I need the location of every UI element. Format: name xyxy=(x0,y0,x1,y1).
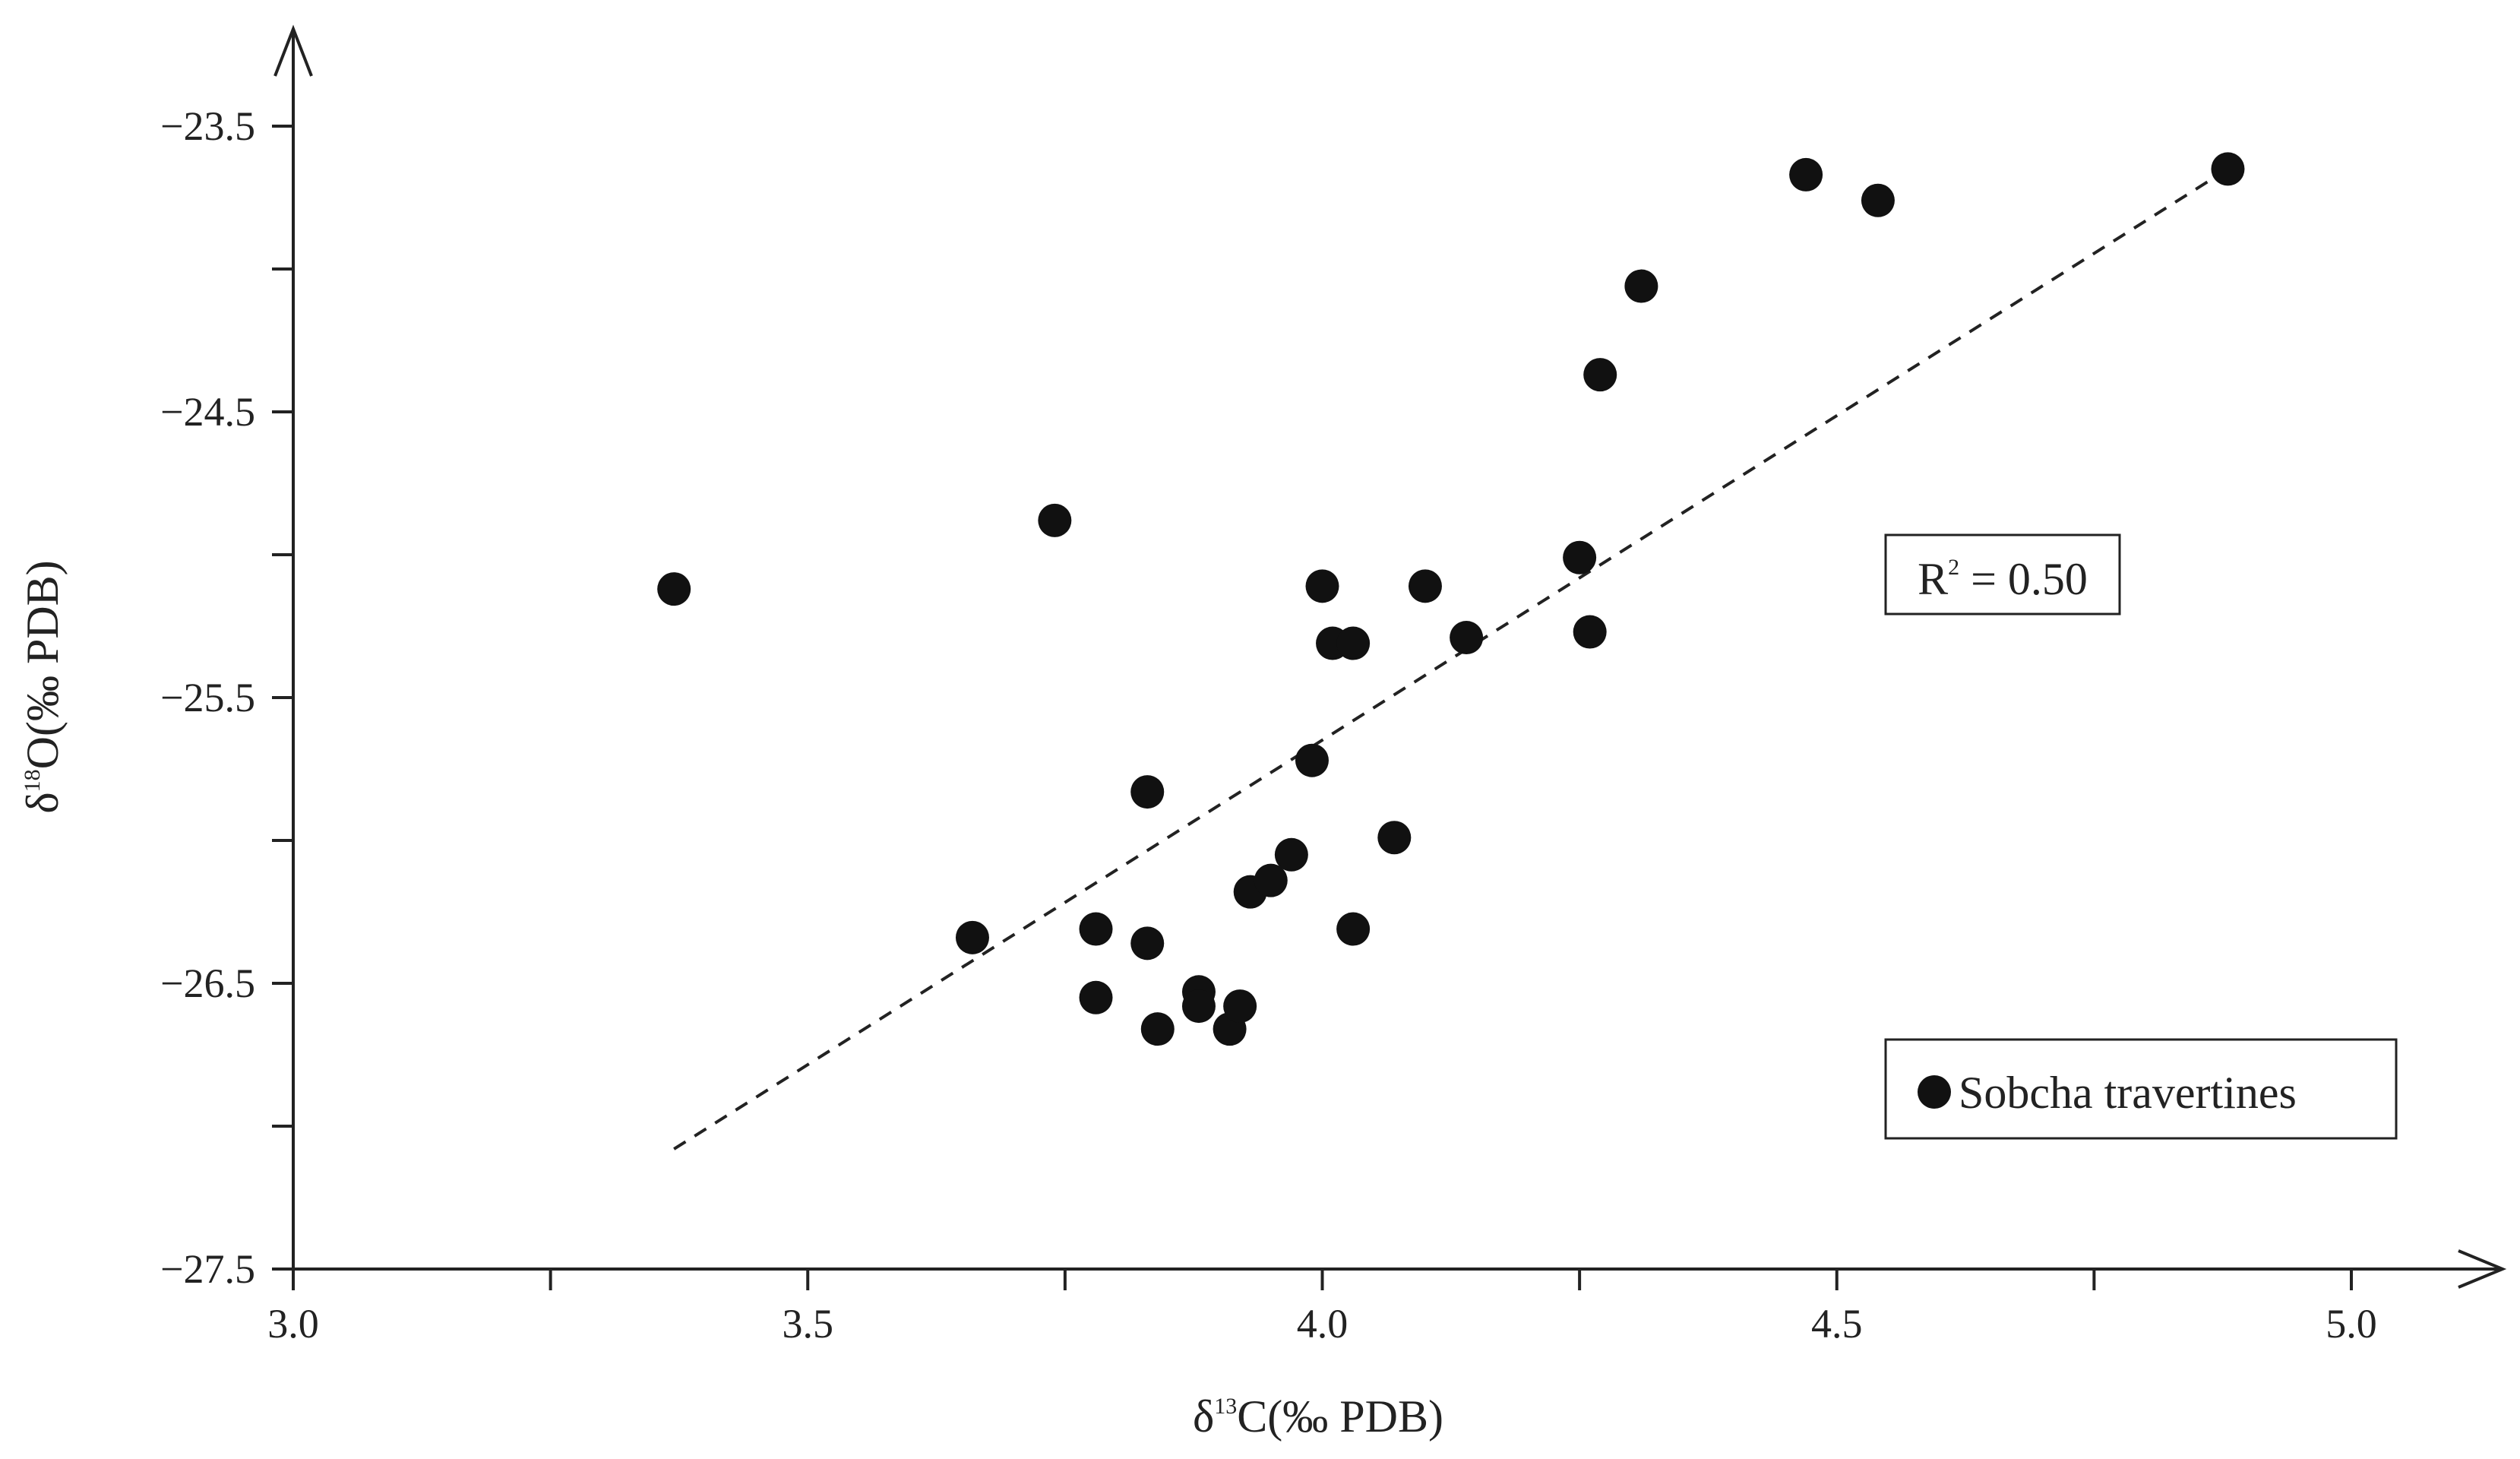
x-tick-label: 5.0 xyxy=(2326,1301,2377,1347)
data-point xyxy=(1130,775,1165,809)
trendline xyxy=(673,167,2229,1150)
data-point xyxy=(1861,183,1895,217)
data-point xyxy=(1295,743,1329,777)
y-ticks: −27.5 −26.5 −25.5 −24.5 −23.5 xyxy=(160,103,293,1292)
y-tick-label: −25.5 xyxy=(160,675,255,720)
data-point xyxy=(1181,989,1216,1024)
y-axis-arrow xyxy=(274,24,313,77)
y-axis-title-sup: 18 xyxy=(20,769,45,792)
data-point xyxy=(1079,912,1113,946)
x-tick-label: 3.5 xyxy=(783,1301,834,1347)
r-squared-rest: = 0.50 xyxy=(1959,554,2088,604)
y-tick-label: −26.5 xyxy=(160,961,255,1006)
data-point xyxy=(1336,626,1371,660)
data-point xyxy=(657,572,691,606)
x-ticks: 3.0 3.5 4.0 4.5 5.0 xyxy=(267,1269,2377,1347)
data-point xyxy=(1038,503,1072,537)
x-axis-title-sup: 13 xyxy=(1214,1394,1237,1419)
y-tick-label: −24.5 xyxy=(160,389,255,435)
axes xyxy=(274,24,2507,1289)
y-tick-label: −27.5 xyxy=(160,1246,255,1292)
data-point xyxy=(1254,863,1288,897)
data-point xyxy=(1140,1012,1175,1046)
data-point xyxy=(2211,152,2245,186)
data-point xyxy=(1223,989,1257,1024)
data-point xyxy=(1573,615,1607,649)
legend-label: Sobcha travertines xyxy=(1959,1068,2297,1118)
y-axis-title: δ18O(‰ PDB) xyxy=(17,560,68,813)
r-squared-sup: 2 xyxy=(1948,555,1959,580)
legend: Sobcha travertines xyxy=(1884,1038,2398,1140)
x-axis-title: δ13C(‰ PDB) xyxy=(1193,1391,1443,1442)
data-point xyxy=(955,920,989,954)
x-tick-label: 4.0 xyxy=(1297,1301,1349,1347)
x-tick-label: 4.5 xyxy=(1811,1301,1863,1347)
data-point xyxy=(1130,926,1165,961)
y-axis-title-prefix: δ xyxy=(17,792,68,813)
r-squared-annotation: R2 = 0.50 xyxy=(1884,533,2121,616)
x-axis-title-prefix: δ xyxy=(1193,1391,1214,1442)
data-point xyxy=(1408,569,1442,603)
x-axis-arrow xyxy=(2458,1249,2507,1289)
x-axis-title-rest: C(‰ PDB) xyxy=(1237,1391,1443,1442)
r-squared-text: R2 = 0.50 xyxy=(1918,554,2088,604)
data-point xyxy=(1563,540,1597,574)
data-point xyxy=(1336,912,1371,946)
y-axis-title-rest: O(‰ PDB) xyxy=(17,560,68,769)
legend-box xyxy=(1884,1038,2398,1140)
data-point xyxy=(1377,821,1412,855)
r-squared-prefix: R xyxy=(1918,554,1948,604)
r-squared-box xyxy=(1884,533,2121,616)
data-point xyxy=(1079,980,1113,1014)
data-point xyxy=(1305,569,1339,603)
data-point xyxy=(1624,269,1658,303)
data-point xyxy=(1789,157,1823,191)
legend-marker xyxy=(1918,1075,1951,1109)
data-point xyxy=(1450,621,1484,655)
y-tick-label: −23.5 xyxy=(160,103,255,149)
data-point xyxy=(1583,358,1617,392)
data-point xyxy=(1274,837,1308,872)
x-tick-label: 3.0 xyxy=(267,1301,319,1347)
data-points xyxy=(657,152,2245,1046)
